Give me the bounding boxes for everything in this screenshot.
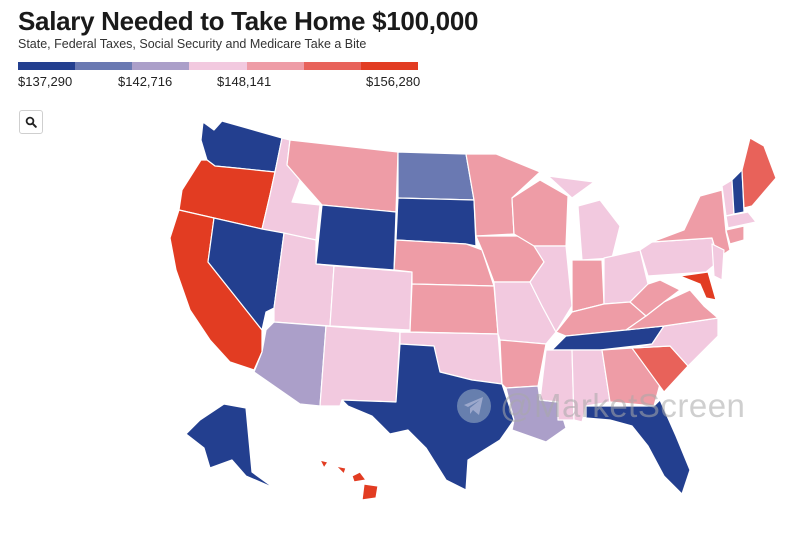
legend-swatch-3: [132, 62, 190, 70]
page-subtitle: State, Federal Taxes, Social Security an…: [18, 37, 367, 51]
legend-swatch-4: [189, 62, 247, 70]
legend-label-2: $142,716: [118, 74, 173, 89]
legend-color-bar: [18, 62, 418, 70]
state-alaska[interactable]: [185, 403, 275, 489]
state-new-hampshire[interactable]: [731, 169, 745, 215]
legend-swatch-1: [18, 62, 76, 70]
state-north-dakota[interactable]: [397, 151, 475, 201]
legend-label-3: $148,141: [217, 74, 272, 89]
state-montana[interactable]: [286, 139, 399, 213]
telegram-icon: [457, 389, 491, 423]
state-indiana[interactable]: [571, 259, 605, 313]
state-arkansas[interactable]: [499, 339, 547, 389]
state-illinois[interactable]: [529, 245, 573, 333]
state-georgia[interactable]: [601, 347, 661, 407]
state-west-virginia[interactable]: [629, 279, 681, 317]
legend-swatch-5: [246, 62, 304, 70]
map-search-button[interactable]: [19, 110, 43, 134]
state-pennsylvania[interactable]: [639, 237, 719, 277]
state-louisiana[interactable]: [505, 385, 567, 443]
state-wyoming[interactable]: [315, 204, 397, 271]
state-maine[interactable]: [741, 137, 777, 209]
state-florida[interactable]: [585, 399, 691, 495]
state-connecticut[interactable]: [725, 225, 745, 245]
color-legend: $137,290 $142,716 $148,141 $156,280: [18, 62, 428, 94]
state-new-jersey[interactable]: [711, 243, 725, 281]
legend-label-max: $156,280: [366, 74, 421, 89]
state-nevada[interactable]: [207, 217, 285, 331]
state-hawaii[interactable]: [319, 459, 379, 501]
search-icon: [25, 116, 37, 128]
watermark: @MarketScreen: [456, 384, 745, 428]
state-maryland[interactable]: [679, 271, 717, 301]
state-arizona[interactable]: [253, 321, 327, 407]
legend-swatch-6: [303, 62, 361, 70]
state-texas[interactable]: [341, 343, 515, 491]
page-title: Salary Needed to Take Home $100,000: [18, 6, 479, 36]
state-kansas[interactable]: [409, 283, 499, 335]
watermark-text: @MarketScreen: [500, 387, 746, 424]
state-colorado[interactable]: [329, 265, 413, 331]
state-massachusetts[interactable]: [725, 211, 757, 229]
legend-swatch-7: [360, 62, 418, 70]
state-new-mexico[interactable]: [319, 325, 401, 407]
legend-label-min: $137,290: [18, 74, 73, 89]
state-south-dakota[interactable]: [395, 197, 477, 247]
legend-swatch-2: [75, 62, 133, 70]
